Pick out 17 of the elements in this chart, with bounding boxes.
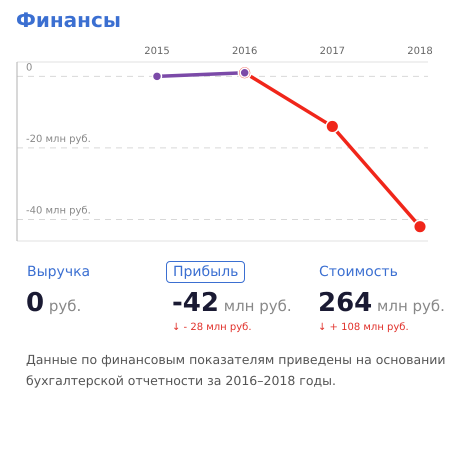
x-tick-label: 2016 xyxy=(232,46,258,57)
y-tick-label: -40 млн руб. xyxy=(26,206,91,217)
text: -42 млн руб. xyxy=(172,288,292,318)
chart-title: Финансы xyxy=(16,8,122,32)
text: Выручка xyxy=(26,263,92,282)
text: 0 руб. xyxy=(26,288,82,318)
text: 264 млн руб. xyxy=(318,288,445,318)
y-tick-label: -20 млн руб. xyxy=(26,134,91,145)
x-tick-label: 2018 xyxy=(407,46,433,57)
text: Стоимость xyxy=(318,263,399,282)
text: ↓ - 28 млн руб. xyxy=(172,322,253,333)
x-tick-label: 2015 xyxy=(144,46,170,57)
text: Прибыль xyxy=(166,261,246,283)
y-tick-label: 0 xyxy=(26,62,32,74)
text: ↓ + 108 млн руб. xyxy=(318,322,410,333)
x-tick-label: 2017 xyxy=(320,46,346,57)
text: Данные по финансовым показателям приведены на основании бухгалтерской отчетности за 2016–2018 годы. xyxy=(26,351,447,390)
